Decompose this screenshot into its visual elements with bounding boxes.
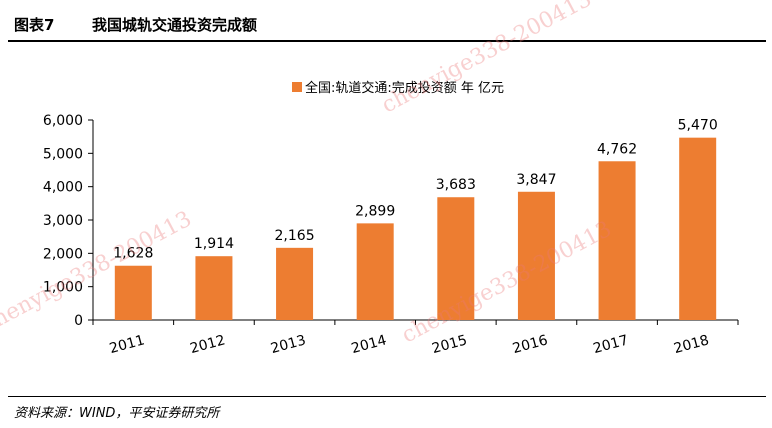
x-tick-label: 2016 — [511, 332, 550, 357]
bar-2014 — [356, 223, 394, 320]
bar-2015 — [437, 197, 475, 320]
y-tick-label: 5,000 — [43, 146, 83, 162]
x-tick-label: 2018 — [672, 332, 711, 357]
data-label: 5,470 — [678, 118, 718, 134]
data-label: 1,914 — [194, 236, 234, 252]
figure-number: 图表7 — [14, 16, 55, 34]
x-tick-label: 2013 — [269, 332, 308, 357]
bar-2018 — [679, 137, 717, 320]
y-tick-label: 2,000 — [43, 246, 83, 262]
y-tick-label: 6,000 — [43, 113, 83, 129]
bar-2017 — [598, 161, 636, 320]
y-tick-label: 0 — [74, 313, 83, 329]
y-tick-label: 3,000 — [43, 213, 83, 229]
legend-label: 全国:轨道交通:完成投资额 年 亿元 — [305, 80, 504, 96]
data-label: 1,628 — [113, 246, 153, 262]
bar-2016 — [517, 191, 555, 320]
x-tick-label: 2014 — [350, 332, 389, 357]
data-label: 4,762 — [597, 141, 637, 157]
data-label: 3,683 — [436, 177, 476, 193]
bar-2011 — [114, 265, 152, 320]
y-tick-label: 4,000 — [43, 180, 83, 196]
data-label: 3,847 — [516, 172, 556, 188]
figure-title: 我国城轨交通投资完成额 — [92, 16, 258, 34]
source-note: 资料来源：WIND，平安证券研究所 — [14, 406, 220, 421]
x-tick-label: 2012 — [188, 332, 227, 357]
x-tick-label: 2015 — [430, 332, 469, 357]
figure-header: 图表7 我国城轨交通投资完成额 — [8, 14, 768, 42]
data-label: 2,899 — [355, 203, 395, 219]
data-label: 2,165 — [275, 228, 315, 244]
y-tick-label: 1,000 — [43, 280, 83, 296]
legend-swatch — [292, 82, 302, 92]
bar-2013 — [276, 247, 314, 320]
x-tick-label: 2011 — [108, 332, 147, 357]
x-tick-label: 2017 — [592, 332, 631, 357]
footer-rule — [8, 396, 766, 397]
bar-2012 — [195, 256, 233, 320]
header-rule — [8, 40, 766, 42]
